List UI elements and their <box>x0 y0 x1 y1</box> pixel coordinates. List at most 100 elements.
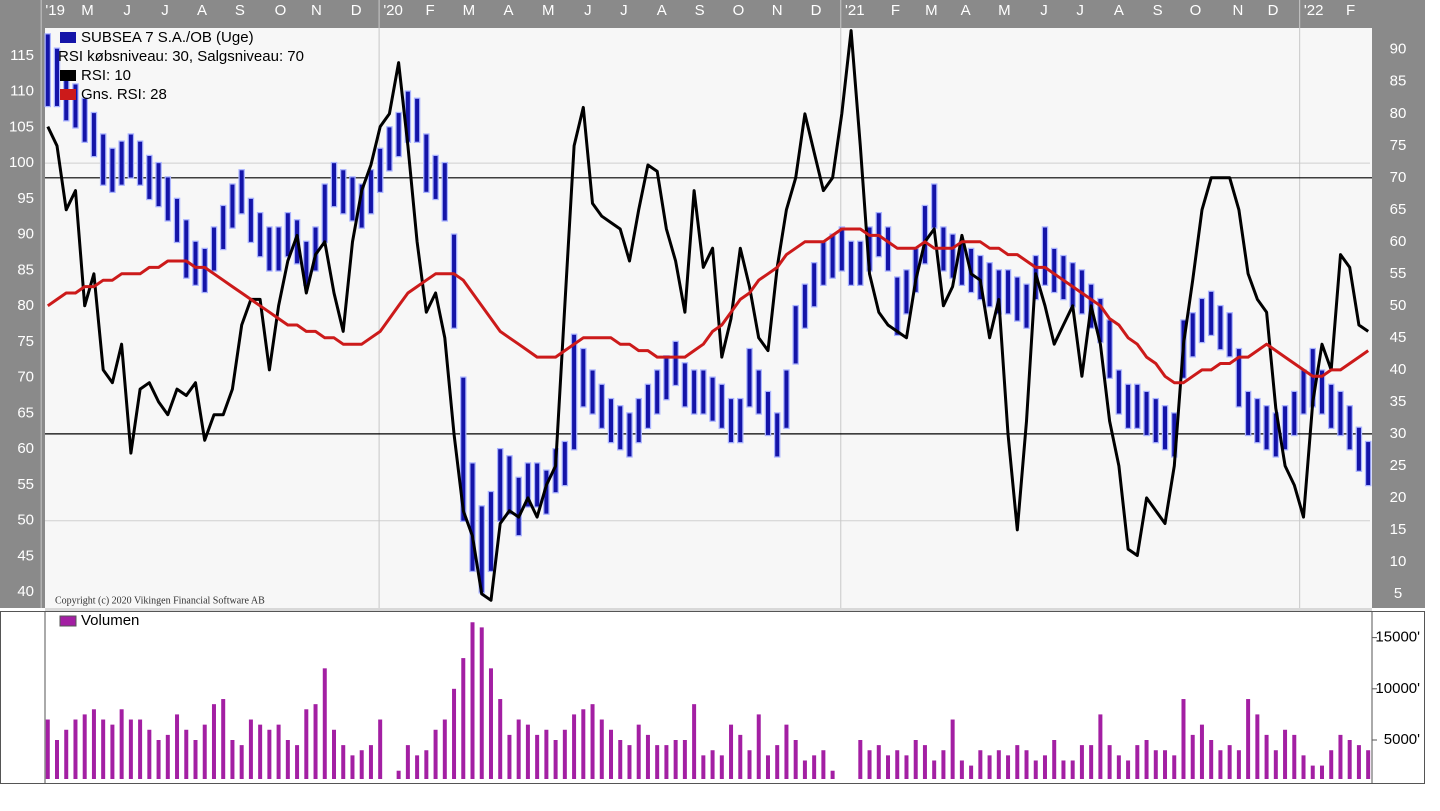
price-bar <box>238 169 245 215</box>
y-tick-label: 80 <box>17 297 34 314</box>
x-tick-label: M <box>81 2 94 19</box>
price-bar <box>44 33 52 108</box>
price-bar <box>783 369 790 430</box>
price-bar <box>949 233 956 279</box>
volume-bar <box>507 734 512 779</box>
volume-bar <box>904 755 909 779</box>
volume-bar <box>1356 745 1361 779</box>
y-tick-label: 90 <box>17 226 34 243</box>
x-tick-label: J <box>161 2 169 19</box>
volume-bar <box>932 760 937 779</box>
volume-bar <box>867 750 872 779</box>
volume-bar <box>248 719 253 779</box>
legend-label: SUBSEA 7 S.A./OB (Uge) <box>81 29 254 46</box>
price-bar <box>1355 426 1363 472</box>
volume-bar <box>821 750 826 779</box>
volume-bar <box>488 668 493 779</box>
volume-bar <box>1292 734 1297 779</box>
x-tick-label: J <box>584 2 592 19</box>
x-tick-label: O <box>733 2 745 19</box>
x-tick-label: F <box>891 2 900 19</box>
volume-bar <box>996 750 1001 779</box>
volume-bar <box>1079 745 1084 779</box>
volume-bar <box>1153 750 1158 779</box>
price-bar <box>321 183 329 244</box>
price-bar <box>284 211 292 258</box>
y-tick-label: 95 <box>17 190 34 207</box>
x-tick-label: A <box>657 2 667 19</box>
price-bar <box>653 369 661 415</box>
volume-bar <box>562 729 567 779</box>
volume-bar <box>276 724 281 779</box>
volume-bar <box>313 704 318 779</box>
price-bar <box>1327 383 1335 430</box>
volume-bar <box>1042 755 1047 779</box>
y2-tick-label: 5 <box>1394 585 1402 602</box>
price-bar <box>589 369 596 415</box>
volume-bar <box>1089 745 1094 779</box>
price-bar <box>1244 390 1252 437</box>
price-bar <box>266 226 273 272</box>
volume-bar <box>581 709 586 779</box>
price-bar <box>570 333 578 451</box>
price-bar <box>53 47 61 108</box>
volume-bar <box>553 740 558 779</box>
right-axis-strip <box>1372 28 1425 608</box>
volume-bar <box>978 750 983 779</box>
volume-bar <box>1126 760 1131 779</box>
price-bar <box>1143 390 1150 437</box>
x-tick-label: F <box>425 2 434 19</box>
volume-bar <box>1366 750 1371 779</box>
volume-bar <box>784 724 789 779</box>
price-bar <box>413 97 421 143</box>
x-tick-label: '21 <box>845 2 865 19</box>
y2-tick-label: 25 <box>1390 457 1407 474</box>
legend-label: RSI: 10 <box>81 67 131 84</box>
volume-bar <box>193 740 198 779</box>
volume-bar <box>987 755 992 779</box>
volume-bar <box>1061 760 1066 779</box>
volume-bar <box>128 719 133 779</box>
y-tick-label: 50 <box>17 512 34 529</box>
volume-bar <box>729 724 734 779</box>
rsi-line <box>46 227 1370 385</box>
y2-tick-label: 60 <box>1390 233 1407 250</box>
y-tick-label: 115 <box>10 47 34 64</box>
price-bar <box>709 376 716 422</box>
volume-bar <box>618 740 623 779</box>
price-bar <box>524 462 532 508</box>
price-bar <box>219 204 227 251</box>
price-bar <box>99 133 107 186</box>
volume-bar <box>304 709 309 779</box>
volume-bar <box>239 745 244 779</box>
price-bar <box>1217 304 1224 351</box>
x-tick-label: F <box>1346 2 1355 19</box>
x-tick-label: S <box>235 2 245 19</box>
volume-bar <box>1199 724 1204 779</box>
legend-swatch <box>59 615 77 627</box>
x-tick-label: J <box>620 2 628 19</box>
y-tick-label: 15000' <box>1375 629 1420 646</box>
price-bar <box>700 369 707 415</box>
y2-tick-label: 65 <box>1390 201 1407 218</box>
volume-bar <box>405 745 410 779</box>
volume-bar <box>1273 750 1278 779</box>
price-bar <box>1235 347 1243 408</box>
volume-bar <box>1172 755 1177 779</box>
rsi-line <box>46 29 1370 602</box>
price-bar <box>718 383 726 430</box>
x-tick-label: N <box>772 2 783 19</box>
y2-tick-label: 35 <box>1390 393 1407 410</box>
price-bar <box>90 111 98 158</box>
volume-bar <box>452 688 457 779</box>
price-bar <box>727 397 735 444</box>
volume-bar <box>1163 750 1168 779</box>
x-tick-label: '22 <box>1304 2 1324 19</box>
volume-bar <box>673 740 678 779</box>
x-tick-label: '19 <box>45 2 65 19</box>
volume-bar <box>719 755 724 779</box>
price-bar <box>1281 405 1289 451</box>
y2-tick-label: 75 <box>1390 137 1407 154</box>
volume-bar <box>941 750 946 779</box>
price-bar <box>1004 269 1012 315</box>
